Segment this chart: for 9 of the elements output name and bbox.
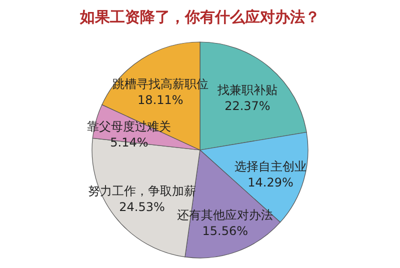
data-label: 24.53% xyxy=(119,200,165,214)
data-label: 18.11% xyxy=(138,93,184,108)
slice-label: 选择自主创业 xyxy=(234,160,307,174)
slice-label: 还有其他应对办法 xyxy=(177,208,274,222)
data-label: 22.37% xyxy=(224,98,270,113)
data-label: 15.56% xyxy=(202,224,248,238)
chart-title: 如果工资降了，你有什么应对办法？ xyxy=(79,8,320,26)
data-label: 14.29% xyxy=(248,176,294,190)
slice-label: 找兼职补贴 xyxy=(216,82,278,97)
